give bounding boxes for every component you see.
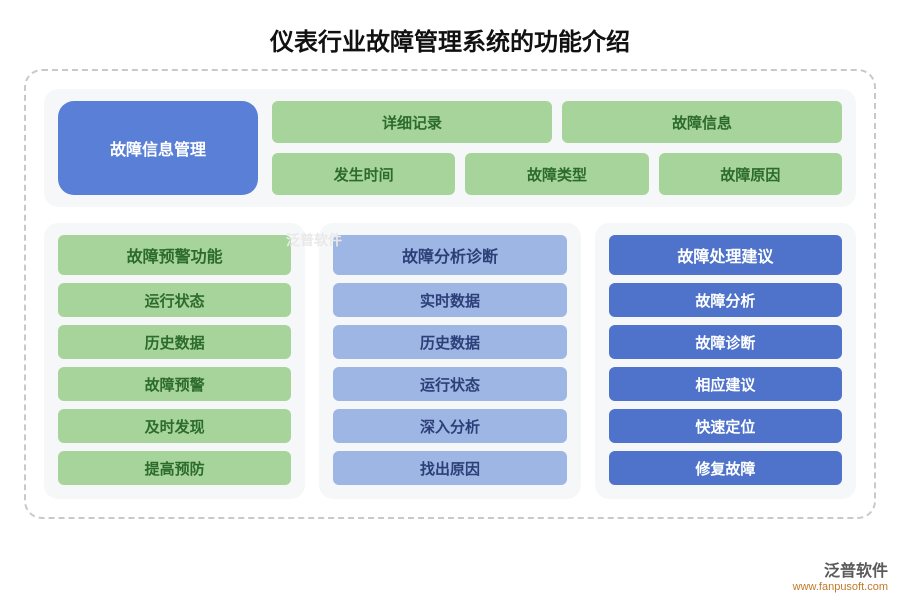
column-item: 提高预防 [58,451,291,485]
column-item: 相应建议 [609,367,842,401]
column-item: 快速定位 [609,409,842,443]
column-item: 历史数据 [333,325,566,359]
top-panel: 故障信息管理 详细记录 故障信息 发生时间 故障类型 故障原因 [44,89,856,207]
column-item: 运行状态 [333,367,566,401]
columns-row: 故障预警功能 运行状态 历史数据 故障预警 及时发现 提高预防 故障分析诊断 实… [44,223,856,499]
top-right-grid: 详细记录 故障信息 发生时间 故障类型 故障原因 [272,101,842,195]
top-pill: 故障信息 [562,101,842,143]
top-pill: 故障类型 [465,153,648,195]
column-item: 修复故障 [609,451,842,485]
column-3: 故障处理建议 故障分析 故障诊断 相应建议 快速定位 修复故障 [595,223,856,499]
column-item: 故障分析 [609,283,842,317]
outer-frame: 故障信息管理 详细记录 故障信息 发生时间 故障类型 故障原因 故障预警功能 运… [24,69,876,519]
top-row-1: 详细记录 故障信息 [272,101,842,143]
column-item: 历史数据 [58,325,291,359]
main-category-card: 故障信息管理 [58,101,258,195]
page-title: 仪表行业故障管理系统的功能介绍 [0,0,900,69]
column-item: 找出原因 [333,451,566,485]
watermark-url: www.fanpusoft.com [793,581,888,594]
column-2: 故障分析诊断 实时数据 历史数据 运行状态 深入分析 找出原因 [319,223,580,499]
column-item: 故障诊断 [609,325,842,359]
column-item: 运行状态 [58,283,291,317]
column-item: 深入分析 [333,409,566,443]
top-pill: 故障原因 [659,153,842,195]
column-head: 故障处理建议 [609,235,842,275]
top-pill: 详细记录 [272,101,552,143]
watermark-corner: 泛普软件 www.fanpusoft.com [793,562,888,594]
column-1: 故障预警功能 运行状态 历史数据 故障预警 及时发现 提高预防 [44,223,305,499]
top-pill: 发生时间 [272,153,455,195]
column-item: 及时发现 [58,409,291,443]
column-head: 故障分析诊断 [333,235,566,275]
column-item: 实时数据 [333,283,566,317]
column-item: 故障预警 [58,367,291,401]
column-head: 故障预警功能 [58,235,291,275]
top-row-2: 发生时间 故障类型 故障原因 [272,153,842,195]
watermark-brand: 泛普软件 [793,562,888,581]
